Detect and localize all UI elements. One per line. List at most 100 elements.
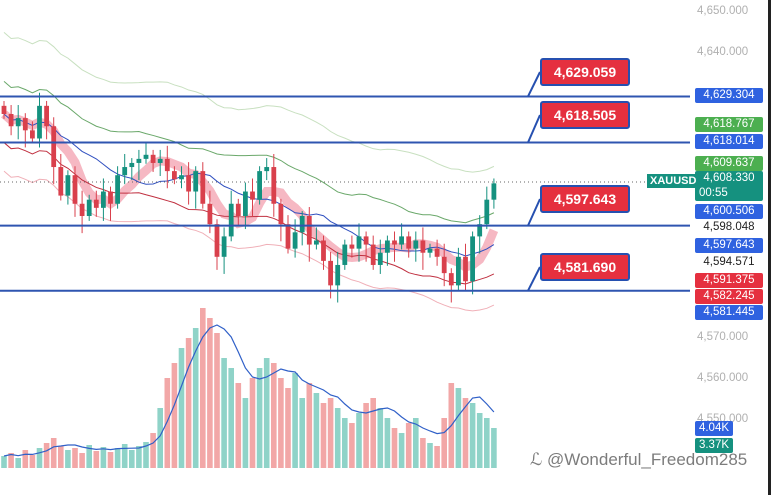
volume-bar — [86, 445, 92, 468]
candle-body — [101, 191, 106, 208]
volume-tag: 4.04K — [695, 421, 733, 436]
candle-body — [385, 240, 390, 253]
candle-body — [15, 118, 21, 127]
volume-bar — [434, 446, 440, 468]
volume-bar — [398, 433, 405, 468]
lower-ma-line — [3, 142, 495, 285]
level-callout[interactable]: 4,618.505 — [540, 101, 630, 129]
candle-body — [72, 175, 78, 204]
price-tag: 4,608.330 00:55 — [695, 171, 763, 201]
volume-bar — [171, 363, 178, 468]
candle-body — [399, 236, 404, 245]
volume-bar — [349, 423, 355, 468]
price-chart-canvas[interactable] — [0, 0, 690, 495]
candle-body — [406, 236, 412, 249]
volume-bar — [271, 363, 277, 468]
candle-body — [186, 175, 191, 192]
candle-body — [235, 203, 241, 216]
price-tag: 4,618.014 — [695, 134, 763, 149]
price-tag: 4,597.643 — [695, 238, 763, 253]
candle-body — [8, 114, 14, 127]
candle-body — [1, 105, 7, 114]
volume-bar — [136, 446, 142, 468]
candle-body — [456, 256, 461, 286]
price-axis-label: 4,650.000 — [697, 5, 749, 17]
price-tag: 4,600.506 — [695, 204, 763, 219]
candle-body — [193, 171, 199, 192]
volume-bar — [72, 448, 78, 468]
price-tag: 4,582.245 — [695, 289, 763, 304]
candle-body — [285, 224, 291, 249]
candle-body — [79, 203, 85, 216]
candle-body — [491, 183, 497, 200]
volume-bar — [292, 373, 298, 468]
candle-body — [93, 199, 99, 208]
candle-body — [264, 167, 270, 172]
volume-bar — [150, 433, 156, 468]
candle-body — [37, 105, 42, 139]
volume-bar — [22, 450, 29, 468]
callout-pointer — [527, 71, 541, 97]
volume-bar — [29, 455, 36, 468]
candle-body — [299, 216, 305, 233]
volume-bar — [1, 456, 7, 468]
candle-body — [349, 244, 355, 249]
volume-bar — [228, 368, 234, 468]
lower-band-line — [3, 170, 495, 312]
callout-pointer — [527, 114, 541, 143]
candle-body — [172, 171, 177, 180]
volume-bar — [121, 444, 128, 468]
bar-countdown: 00:55 — [699, 187, 728, 199]
candle-body — [228, 203, 234, 237]
volume-bar — [320, 403, 327, 468]
volume-bar — [200, 308, 206, 468]
price-tag: 4,629.304 — [695, 88, 763, 103]
volume-bar — [256, 368, 263, 468]
candle-body — [448, 273, 454, 286]
candle-body — [122, 167, 128, 176]
candle-body — [314, 240, 319, 245]
volume-bar — [221, 358, 227, 468]
volume-bar — [242, 398, 249, 468]
volume-bar — [207, 318, 213, 468]
volume-bar — [164, 378, 171, 468]
candle-body — [44, 105, 49, 127]
candle-body — [335, 264, 341, 286]
candle-body — [278, 203, 284, 225]
volume-bar — [469, 403, 476, 468]
symbol-label: XAUUSD — [647, 174, 700, 188]
right-border — [768, 0, 771, 495]
volume-bar — [476, 413, 483, 468]
price-axis-label: 4,560.000 — [697, 372, 749, 385]
volume-bar — [129, 450, 135, 468]
price-axis-label: 4,570.000 — [697, 331, 749, 344]
candle-body — [434, 248, 440, 257]
candle-body — [427, 248, 433, 253]
volume-bar — [306, 383, 313, 468]
candle-body — [413, 240, 419, 249]
candle-body — [51, 126, 57, 168]
level-callout[interactable]: 4,629.059 — [540, 58, 630, 86]
candle-body — [377, 252, 383, 265]
level-callout[interactable]: 4,581.690 — [540, 253, 630, 281]
volume-bar — [356, 413, 362, 468]
volume-bar — [313, 393, 320, 468]
volume-bar — [107, 452, 114, 468]
candle-body — [250, 191, 255, 200]
volume-bar — [114, 448, 121, 468]
volume-bar — [263, 358, 270, 468]
candle-body — [271, 167, 277, 204]
volume-ma-line — [3, 324, 495, 457]
volume-bar — [370, 398, 376, 468]
level-callout[interactable]: 4,597.643 — [540, 185, 630, 213]
candle-body — [470, 236, 475, 282]
candle-body — [65, 175, 71, 196]
candle-body — [441, 256, 447, 274]
candle-body — [477, 224, 483, 237]
candle-body — [200, 171, 206, 204]
volume-bar — [50, 438, 57, 468]
volume-bar — [214, 333, 220, 468]
price-tag: 4,591.375 — [695, 273, 763, 288]
volume-bar — [299, 398, 305, 468]
